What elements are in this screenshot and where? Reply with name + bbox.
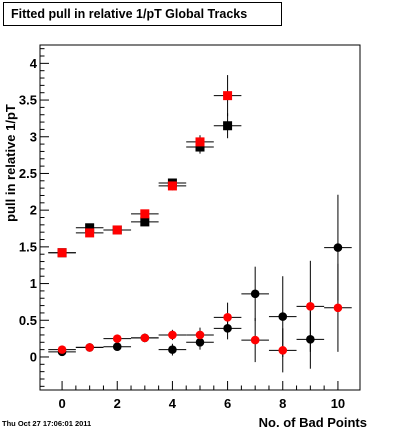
data-point-circle bbox=[140, 333, 150, 343]
data-point-square bbox=[195, 137, 205, 147]
x-tick-label: 8 bbox=[279, 396, 286, 411]
data-point-circle bbox=[168, 330, 177, 340]
chart-title-box: Fitted pull in relative 1/pT Global Trac… bbox=[3, 2, 282, 26]
data-point-circle bbox=[85, 343, 94, 352]
x-tick-label: 2 bbox=[114, 396, 121, 411]
data-point-circle bbox=[333, 243, 343, 252]
timestamp: Thu Oct 27 17:06:01 2011 bbox=[2, 419, 92, 428]
axis-layer: 0 0.5 1 1.5 2 2.5 3 3.5 4 0 2 4 6 8 10 bbox=[19, 48, 345, 411]
data-point-circle bbox=[223, 313, 232, 322]
y-tick-label: 0.5 bbox=[19, 313, 37, 328]
data-point-square bbox=[223, 121, 233, 131]
x-axis-title: No. of Bad Points bbox=[259, 415, 367, 430]
data-point-square bbox=[195, 142, 205, 152]
data-point-square bbox=[57, 248, 67, 258]
data-point-square bbox=[140, 209, 150, 219]
y-tick-label: 1 bbox=[30, 276, 37, 291]
data-point-square bbox=[140, 217, 150, 227]
x-tick-label: 4 bbox=[169, 396, 177, 411]
data-point-square bbox=[167, 181, 177, 191]
marks-layer bbox=[48, 75, 352, 373]
data-point-square bbox=[85, 223, 95, 233]
y-tick-label: 4 bbox=[30, 56, 38, 71]
y-tick-label: 3.5 bbox=[19, 93, 37, 108]
data-point-circle bbox=[306, 302, 315, 311]
y-axis-title: pull in relative 1/pT bbox=[3, 104, 18, 222]
x-tick-label: 0 bbox=[58, 396, 65, 411]
chart-title: Fitted pull in relative 1/pT Global Trac… bbox=[11, 7, 248, 21]
y-tick-label: 0 bbox=[30, 349, 37, 364]
y-tick-label: 2.5 bbox=[19, 166, 37, 181]
x-tick-label: 6 bbox=[224, 396, 231, 411]
data-point-circle bbox=[112, 334, 122, 343]
data-point-circle bbox=[195, 330, 205, 340]
data-point-circle bbox=[278, 312, 288, 321]
data-point-circle bbox=[57, 345, 67, 354]
data-point-circle bbox=[223, 324, 232, 333]
data-point-circle bbox=[112, 342, 122, 351]
data-point-circle bbox=[333, 303, 343, 313]
data-point-circle bbox=[278, 346, 288, 355]
x-tick-label: 10 bbox=[331, 396, 345, 411]
data-point-circle bbox=[306, 335, 315, 344]
y-tick-label: 2 bbox=[30, 203, 37, 218]
data-point-circle bbox=[250, 335, 260, 345]
y-tick-label: 1.5 bbox=[19, 239, 37, 254]
data-point-circle bbox=[195, 337, 205, 347]
data-point-circle bbox=[250, 289, 260, 299]
data-point-square bbox=[223, 91, 233, 101]
data-point-square bbox=[85, 228, 95, 238]
data-point-circle bbox=[168, 345, 177, 354]
data-point-square bbox=[112, 225, 122, 235]
y-tick-label: 3 bbox=[30, 129, 37, 144]
